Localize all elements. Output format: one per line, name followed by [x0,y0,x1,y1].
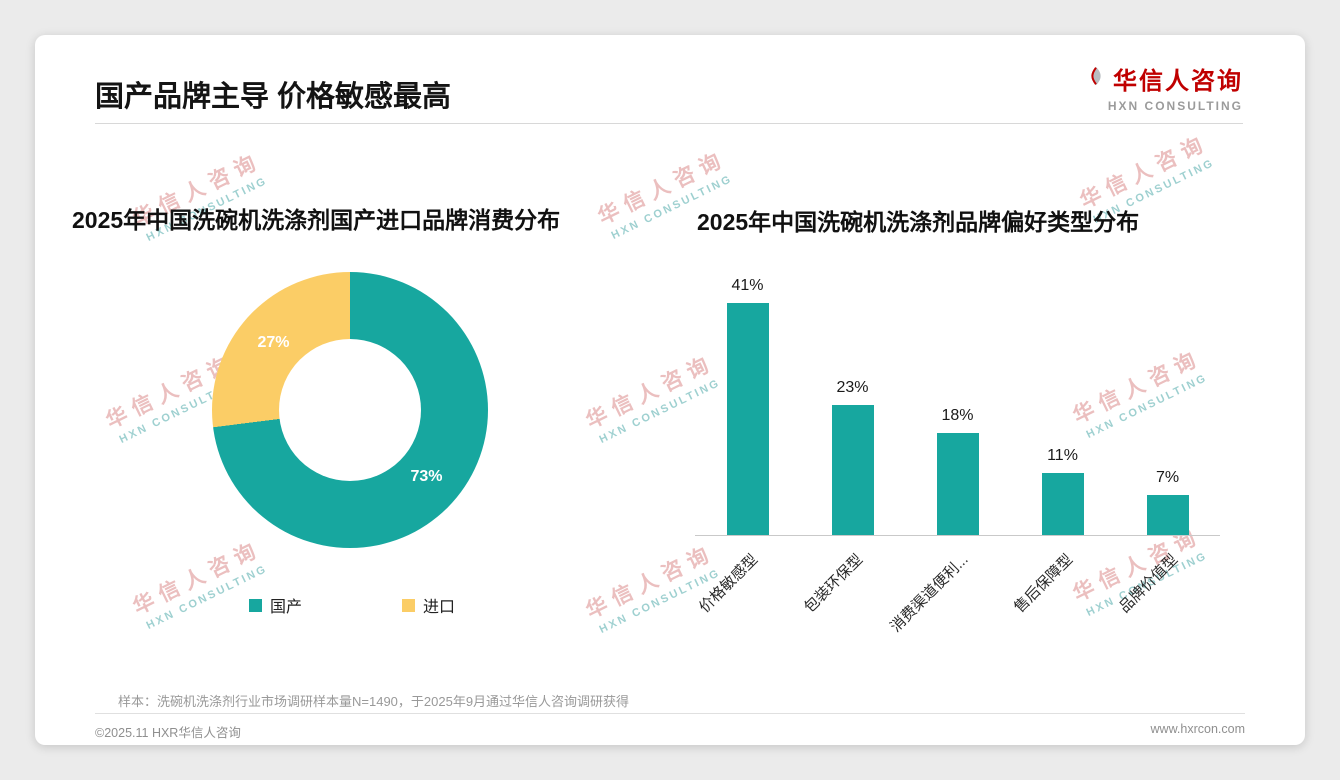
x-tick-label: 售后保障型 [1011,551,1077,617]
bar [936,433,979,535]
legend-item: 国产 [248,593,302,617]
donut-hole [279,339,421,481]
bar [726,302,769,535]
donut-value-label: 73% [410,468,443,486]
bar [1041,472,1084,535]
bar-value-label: 23% [836,378,869,396]
donut-ring: 73% 27% [212,272,488,548]
page-title: 国产品牌主导 价格敏感最高 [95,81,452,113]
legend-swatch [248,598,262,612]
x-tick-label: 包装环保型 [801,551,867,617]
legend-label: 进口 [423,599,456,616]
website-text: www.hxrcon.com [1150,722,1245,736]
x-axis-line [695,535,1220,536]
donut-value-label: 27% [257,333,290,351]
bar-value-label: 11% [1047,446,1078,464]
x-tick-label: 价格敏感型 [696,551,762,617]
x-tick-label: 消费渠道便利... [887,551,972,636]
sample-footnote: 样本：洗碗机洗涤剂行业市场调研样本量N=1490，于2025年9月通过华信人咨询… [118,694,630,709]
x-tick-labels: 价格敏感型 包装环保型 消费渠道便利... 售后保障型 品牌价值型 [695,541,1220,671]
bar [1146,495,1189,535]
x-tick-label: 品牌价值型 [1116,551,1182,617]
bar-chart-title: 2025年中国洗碗机洗涤剂品牌偏好类型分布 [697,209,1140,235]
logo-subtitle: HXN CONSULTING [1107,99,1243,113]
header-divider [95,123,1243,124]
footer: ©2025.11 HXR华信人咨询 www.hxrcon.com [95,722,1245,741]
bar [831,404,874,535]
bar-plot: 41% 23% 18% 11% 7% [695,276,1220,535]
logo-leaf-icon [1085,64,1107,93]
bar-value-label: 18% [941,407,974,424]
bar-value-label: 7% [1155,469,1180,487]
footer-divider [95,713,1245,714]
legend-swatch [402,598,415,612]
donut-chart-title: 2025年中国洗碗机洗涤剂国产进口品牌消费分布 [72,207,561,233]
slide-card: 华信人咨询 HXN CONSULTING 华信人咨询 HXN CONSULTING 华信… [35,35,1305,745]
logo-name: 华信人咨询 [1113,68,1243,95]
donut-legend: 国产 进口 [187,593,517,617]
watermark-line1: 华信人咨询 [1076,131,1213,214]
bar-value-label: 41% [731,276,764,294]
copyright-text: ©2025.11 HXR华信人咨询 [95,726,241,740]
watermark: 华信人咨询 HXN CONSULTING [127,533,272,634]
legend-item: 进口 [402,593,455,617]
brand-logo: 华信人咨询 HXN CONSULTING [1085,61,1243,113]
legend-label: 国产 [269,599,302,616]
